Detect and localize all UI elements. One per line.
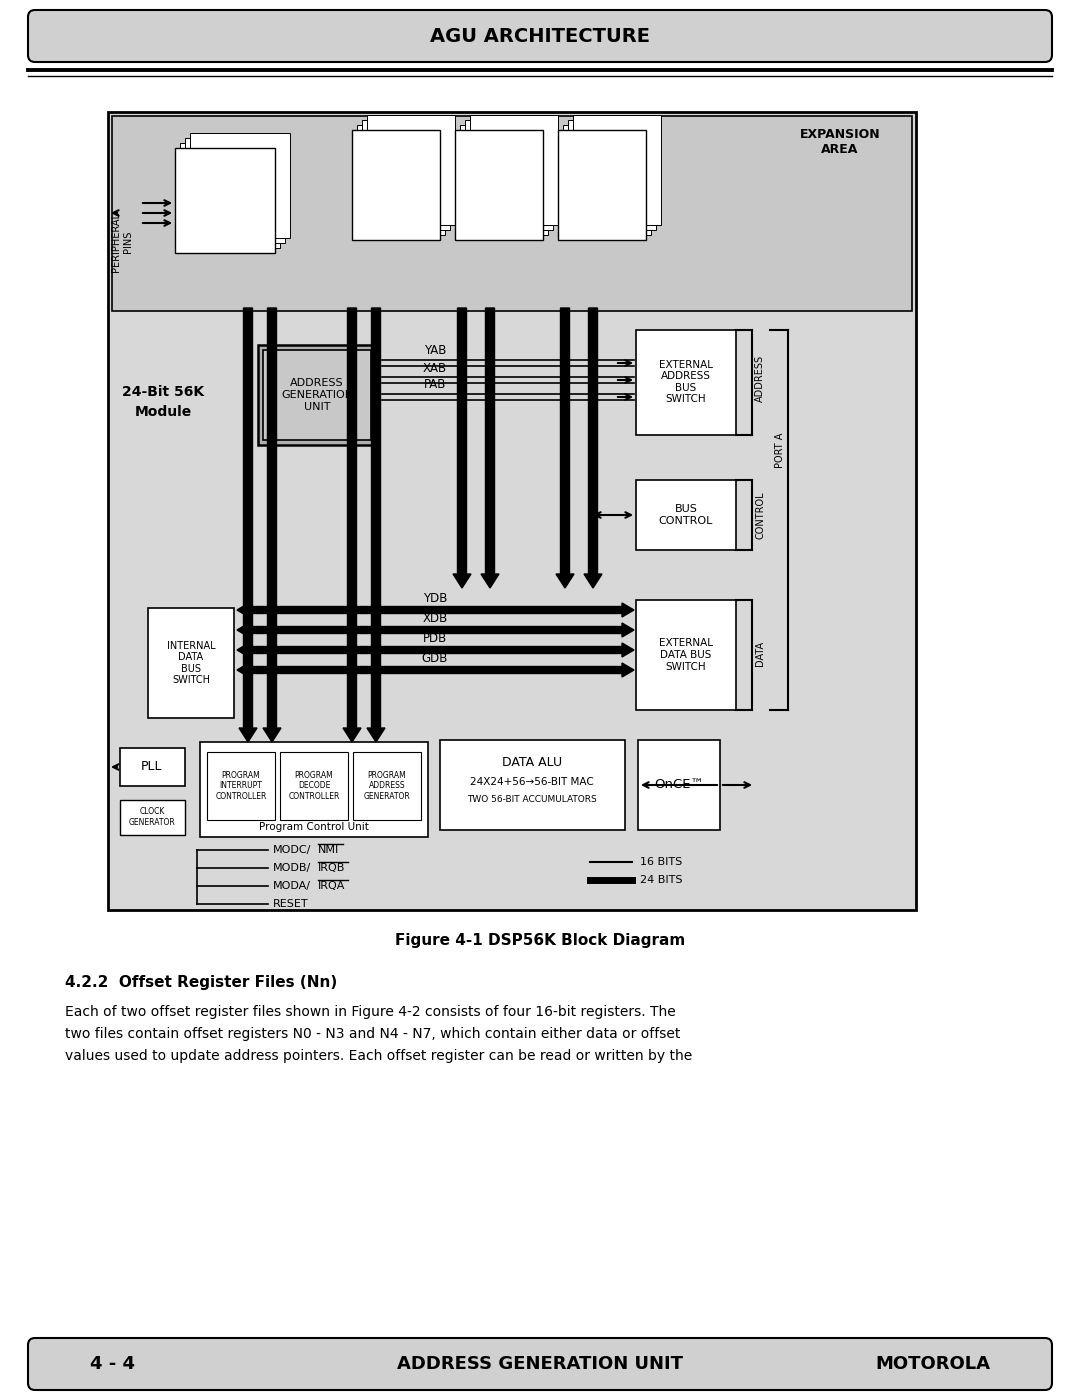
Bar: [636, 599, 735, 710]
Text: PDB: PDB: [423, 631, 447, 644]
Text: X MEMORY
RAM/ROM
EXPANSION: X MEMORY RAM/ROM EXPANSION: [471, 169, 527, 201]
Bar: [470, 115, 558, 225]
Text: YAB: YAB: [423, 345, 446, 358]
Text: DATA: DATA: [755, 640, 765, 665]
Bar: [185, 138, 285, 243]
Text: MODB/: MODB/: [273, 863, 311, 873]
Text: PLL: PLL: [141, 760, 163, 774]
Bar: [636, 481, 735, 550]
Bar: [367, 115, 455, 225]
Polygon shape: [264, 307, 281, 742]
Polygon shape: [481, 307, 499, 588]
Text: PROGRAM
ADDRESS
GENERATOR: PROGRAM ADDRESS GENERATOR: [364, 771, 410, 800]
Bar: [175, 148, 275, 253]
Text: MODA/: MODA/: [273, 882, 311, 891]
Text: Each of two offset register files shown in Figure 4-2 consists of four 16-bit re: Each of two offset register files shown …: [65, 1004, 676, 1018]
Bar: [180, 142, 280, 249]
Bar: [258, 345, 376, 446]
Polygon shape: [584, 307, 602, 588]
Polygon shape: [237, 604, 634, 617]
Text: NMI: NMI: [318, 845, 339, 855]
Polygon shape: [453, 307, 471, 588]
Text: Program Control Unit: Program Control Unit: [259, 821, 369, 833]
Bar: [563, 124, 651, 235]
Text: 24-Bit 56K: 24-Bit 56K: [122, 386, 204, 400]
Text: GDB: GDB: [422, 651, 448, 665]
Polygon shape: [237, 664, 634, 678]
Text: PERIPHERAL
PINS: PERIPHERAL PINS: [111, 212, 133, 272]
Text: Y MEMORY
RAM/ROM
EXPANSION: Y MEMORY RAM/ROM EXPANSION: [573, 169, 630, 201]
Text: PROGRAM
DECODE
CONTROLLER: PROGRAM DECODE CONTROLLER: [288, 771, 340, 800]
Text: EXTERNAL
DATA BUS
SWITCH: EXTERNAL DATA BUS SWITCH: [659, 638, 713, 672]
Bar: [200, 742, 428, 837]
Bar: [352, 130, 440, 240]
Text: 24X24+56→56-BIT MAC: 24X24+56→56-BIT MAC: [470, 777, 594, 787]
Polygon shape: [556, 307, 573, 588]
Text: OnCE™: OnCE™: [654, 778, 704, 792]
Bar: [440, 740, 625, 830]
Bar: [636, 330, 735, 434]
Text: IRQB: IRQB: [318, 863, 346, 873]
Polygon shape: [237, 623, 634, 637]
Text: AGU ARCHITECTURE: AGU ARCHITECTURE: [430, 27, 650, 46]
Text: CLOCK
GENERATOR: CLOCK GENERATOR: [129, 807, 175, 827]
Bar: [112, 116, 912, 312]
Polygon shape: [239, 307, 257, 742]
Text: DATA ALU: DATA ALU: [502, 756, 562, 768]
Text: 4 - 4: 4 - 4: [90, 1355, 135, 1373]
Bar: [362, 120, 450, 231]
Bar: [120, 747, 185, 787]
Bar: [465, 120, 553, 231]
Text: PAB: PAB: [423, 379, 446, 391]
Text: EXPANSION
AREA: EXPANSION AREA: [799, 129, 880, 156]
Text: MOTOROLA: MOTOROLA: [875, 1355, 990, 1373]
Text: BUS
CONTROL: BUS CONTROL: [659, 504, 713, 525]
Text: PROGRAM
INTERRUPT
CONTROLLER: PROGRAM INTERRUPT CONTROLLER: [215, 771, 267, 800]
Text: XAB: XAB: [423, 362, 447, 374]
Polygon shape: [367, 307, 384, 742]
Text: RESET: RESET: [273, 900, 309, 909]
Bar: [120, 800, 185, 835]
Text: Module: Module: [134, 405, 191, 419]
Bar: [207, 752, 275, 820]
Text: 4.2.2  Offset Register Files (Nn): 4.2.2 Offset Register Files (Nn): [65, 975, 337, 989]
Text: ADDRESS GENERATION UNIT: ADDRESS GENERATION UNIT: [397, 1355, 683, 1373]
Text: ADDRESS
GENERATION
UNIT: ADDRESS GENERATION UNIT: [281, 379, 353, 412]
Bar: [108, 112, 916, 909]
Text: PORT A: PORT A: [775, 432, 785, 468]
Text: YDB: YDB: [422, 591, 447, 605]
Bar: [190, 133, 291, 237]
Bar: [280, 752, 348, 820]
Text: TWO 56-BIT ACCUMULATORS: TWO 56-BIT ACCUMULATORS: [468, 795, 597, 805]
Text: CONTROL: CONTROL: [755, 492, 765, 539]
Bar: [558, 130, 646, 240]
Polygon shape: [237, 643, 634, 657]
Bar: [455, 130, 543, 240]
FancyBboxPatch shape: [28, 10, 1052, 61]
Text: XDB: XDB: [422, 612, 447, 624]
Text: ADDRESS: ADDRESS: [755, 355, 765, 401]
Bar: [357, 124, 445, 235]
Text: Figure 4-1 DSP56K Block Diagram: Figure 4-1 DSP56K Block Diagram: [395, 933, 685, 947]
Bar: [638, 740, 720, 830]
Text: INTERNAL
DATA
BUS
SWITCH: INTERNAL DATA BUS SWITCH: [166, 641, 215, 686]
Bar: [460, 124, 548, 235]
Text: IRQA: IRQA: [318, 882, 346, 891]
Text: 16 BITS: 16 BITS: [640, 856, 683, 868]
Bar: [148, 608, 234, 718]
Bar: [568, 120, 656, 231]
Text: EXTERNAL
ADDRESS
BUS
SWITCH: EXTERNAL ADDRESS BUS SWITCH: [659, 359, 713, 404]
Text: PERIPHERAL
MODULES: PERIPHERAL MODULES: [193, 189, 257, 211]
Text: 24 BITS: 24 BITS: [640, 875, 683, 886]
FancyBboxPatch shape: [28, 1338, 1052, 1390]
Bar: [353, 752, 421, 820]
Text: two files contain offset registers N0 - N3 and N4 - N7, which contain either dat: two files contain offset registers N0 - …: [65, 1027, 680, 1041]
Text: PROGRAM
RAM/ROM
EXPANSION: PROGRAM RAM/ROM EXPANSION: [368, 169, 424, 201]
Bar: [573, 115, 661, 225]
Text: MODC/: MODC/: [273, 845, 311, 855]
Polygon shape: [343, 307, 361, 742]
Bar: [264, 351, 372, 440]
Text: values used to update address pointers. Each offset register can be read or writ: values used to update address pointers. …: [65, 1049, 692, 1063]
